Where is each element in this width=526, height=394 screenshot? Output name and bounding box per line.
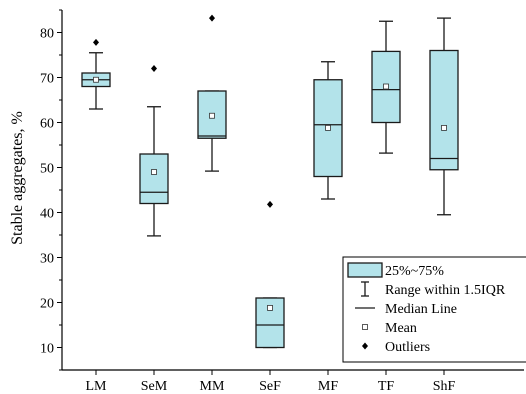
- y-tick-label: 10: [40, 342, 54, 357]
- x-ticks: LM SeM MM SeF MF TF ShF: [86, 370, 456, 394]
- legend-outlier-symbol: [362, 342, 368, 350]
- box-sef: [255, 200, 285, 349]
- x-tick-label: MM: [200, 379, 225, 394]
- mean-marker: [325, 125, 331, 131]
- y-tick-label: 20: [40, 297, 54, 312]
- y-ticks: 10 20 30 40 50 60 70 80: [40, 9, 62, 371]
- x-tick-label: SeF: [259, 379, 281, 394]
- mean-marker: [151, 169, 157, 175]
- mean-marker: [93, 76, 99, 83]
- legend-box-symbol: [347, 262, 383, 278]
- legend-item-mean: Mean: [362, 321, 417, 336]
- x-tick-label: SeM: [141, 379, 168, 394]
- y-tick-label: 50: [40, 162, 54, 177]
- mean-marker: [441, 125, 447, 131]
- x-tick-label: TF: [378, 379, 395, 394]
- y-tick-label: 30: [40, 252, 54, 267]
- box-sem: [139, 65, 169, 237]
- outlier-marker: [151, 65, 157, 72]
- legend-label: Mean: [385, 321, 417, 336]
- iqr-box: [139, 153, 169, 205]
- outlier-marker: [267, 200, 273, 208]
- legend-item-median: Median Line: [355, 302, 457, 317]
- y-tick-label: 70: [40, 72, 54, 87]
- legend-mean-symbol: [362, 324, 368, 330]
- box-lm: [81, 38, 111, 110]
- mean-marker: [209, 112, 215, 119]
- outlier-marker: [209, 14, 215, 22]
- legend-item-box: 25%~75%: [347, 262, 444, 279]
- legend: 25%~75% Range within 1.5IQR Median Line Mea…: [342, 256, 526, 363]
- legend-label: Median Line: [385, 302, 457, 317]
- box-shf: [429, 17, 459, 216]
- x-tick-label: MF: [318, 379, 338, 394]
- y-tick-label: 80: [40, 27, 54, 42]
- box-series: [81, 14, 459, 349]
- y-tick-label: 60: [40, 117, 54, 132]
- legend-label: Range within 1.5IQR: [385, 283, 506, 298]
- y-tick-label: 40: [40, 207, 54, 222]
- box-mm: [197, 14, 227, 172]
- mean-marker: [267, 304, 273, 311]
- x-tick-label: ShF: [433, 379, 456, 394]
- outlier-marker: [93, 38, 99, 46]
- x-tick-label: LM: [86, 379, 108, 394]
- box-tf: [371, 20, 401, 154]
- box-mf: [313, 61, 343, 200]
- iqr-box: [429, 49, 459, 171]
- legend-label: Outliers: [385, 340, 430, 355]
- legend-item-outlier: Outliers: [362, 340, 430, 355]
- mean-marker: [383, 83, 389, 90]
- legend-label: 25%~75%: [385, 264, 444, 279]
- legend-item-range: Range within 1.5IQR: [361, 281, 506, 298]
- y-axis-title: Stable aggregates, %: [9, 111, 26, 245]
